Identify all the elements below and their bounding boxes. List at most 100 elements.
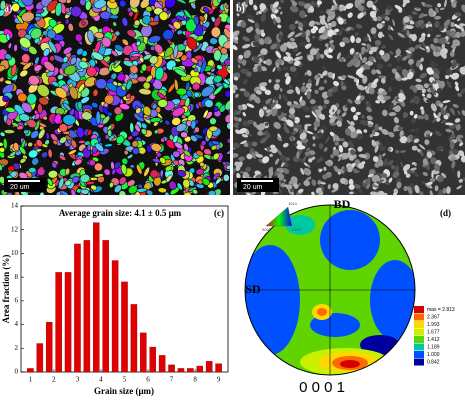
grain (307, 54, 314, 62)
grain (366, 0, 374, 8)
grain (308, 158, 313, 163)
grain (332, 109, 335, 113)
grain (164, 0, 176, 9)
grain (94, 31, 104, 39)
grain (291, 1, 298, 6)
grain (92, 88, 99, 97)
grain (353, 53, 360, 60)
grain (371, 4, 377, 11)
grain (225, 3, 230, 10)
grain (265, 98, 272, 103)
grain (340, 177, 346, 184)
grain (213, 49, 222, 62)
grain (257, 53, 263, 57)
grain (304, 124, 308, 131)
grain (81, 20, 86, 26)
grain (134, 191, 141, 195)
grain (336, 109, 341, 115)
grain (457, 18, 461, 22)
grain (70, 139, 78, 149)
grain (173, 0, 187, 5)
grain (30, 27, 42, 40)
grain (313, 133, 320, 139)
grain (389, 102, 394, 110)
grain (81, 111, 93, 121)
grain (109, 0, 116, 4)
grain (236, 110, 242, 115)
grain (136, 40, 141, 47)
grain (270, 101, 277, 109)
grain (236, 22, 241, 27)
grain (13, 142, 20, 152)
grain (343, 21, 347, 25)
grain (318, 190, 324, 195)
grain (417, 19, 424, 26)
grain (420, 150, 424, 157)
grain (294, 184, 299, 189)
grain (439, 103, 444, 108)
grain (18, 113, 31, 122)
grain (224, 58, 230, 66)
grain (64, 167, 71, 176)
grain (254, 22, 260, 30)
grain (243, 142, 249, 148)
grain (319, 168, 323, 173)
grain (371, 139, 377, 148)
grain (41, 143, 49, 148)
grain (233, 153, 239, 158)
grain (222, 173, 230, 182)
grain (2, 95, 9, 103)
bar (140, 332, 147, 373)
legend-swatch (414, 358, 424, 366)
grain (415, 78, 422, 83)
grain (20, 0, 34, 7)
x-tick-label: 5 (123, 376, 127, 384)
grain (210, 144, 218, 151)
grain (317, 74, 321, 78)
grain (303, 3, 311, 9)
bar (196, 365, 204, 373)
grain (339, 138, 345, 142)
grain (433, 72, 440, 80)
grain (366, 43, 372, 50)
grain (348, 178, 354, 186)
grain (375, 100, 381, 104)
grain (148, 35, 162, 44)
axis-name: BD (334, 197, 351, 211)
grain (433, 37, 439, 44)
grain (291, 130, 297, 136)
grain (234, 161, 240, 167)
grain (192, 82, 201, 91)
grain (238, 156, 245, 162)
grain (316, 157, 324, 163)
grain (330, 118, 335, 123)
grain (449, 141, 455, 150)
grain (419, 13, 425, 19)
grain (367, 123, 373, 128)
grain (460, 155, 465, 163)
grain (283, 56, 291, 62)
grain (22, 62, 33, 71)
grain (374, 39, 382, 46)
grain (46, 29, 57, 39)
grain (408, 58, 414, 65)
grain (280, 0, 285, 4)
grain (393, 124, 399, 133)
grain (212, 152, 220, 161)
grain (164, 191, 170, 195)
grain (421, 32, 426, 38)
grain (367, 33, 372, 42)
grain (10, 64, 18, 77)
grain (355, 37, 362, 44)
grain (236, 13, 240, 17)
grain (300, 167, 305, 175)
grain (193, 91, 200, 98)
grain (378, 75, 384, 79)
grain (456, 134, 464, 139)
grain (118, 190, 127, 195)
grain (197, 59, 203, 68)
grain (252, 66, 257, 70)
grain (58, 123, 68, 133)
grain (324, 21, 329, 29)
grain (268, 168, 274, 178)
